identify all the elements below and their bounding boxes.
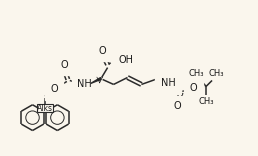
Text: NH: NH [77, 79, 92, 89]
FancyBboxPatch shape [37, 104, 53, 112]
Text: O: O [60, 60, 68, 70]
Text: NH: NH [161, 78, 176, 88]
Polygon shape [91, 78, 101, 83]
Text: CH₃: CH₃ [208, 69, 224, 78]
Text: O: O [50, 84, 58, 94]
Text: O: O [189, 83, 197, 93]
Text: CH₃: CH₃ [188, 69, 204, 78]
Text: O: O [99, 46, 107, 56]
Text: O: O [173, 101, 181, 111]
Text: CH₃: CH₃ [198, 97, 214, 106]
Text: Alks: Alks [37, 104, 53, 113]
Text: OH: OH [119, 55, 134, 65]
